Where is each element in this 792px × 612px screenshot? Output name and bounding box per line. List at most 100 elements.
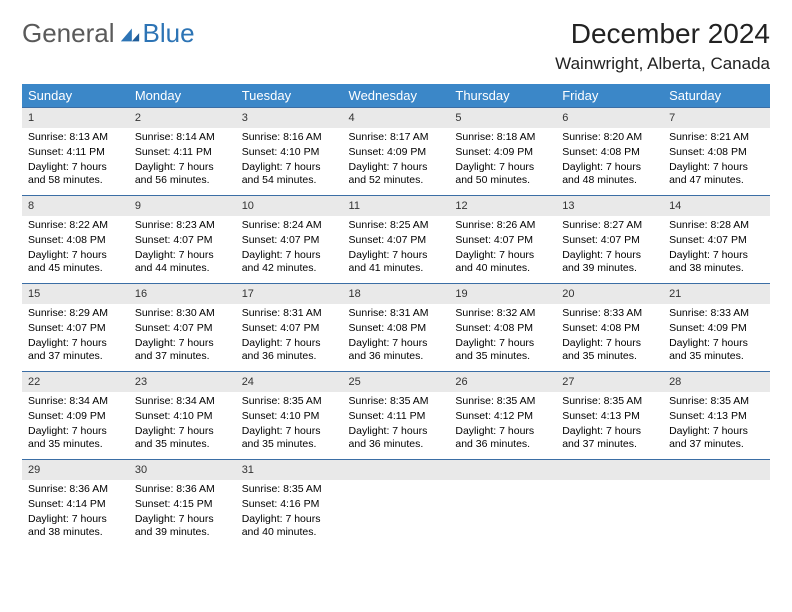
day-details: Sunrise: 8:35 AMSunset: 4:13 PMDaylight:… (663, 392, 770, 457)
daylight-text: Daylight: 7 hours and 37 minutes. (562, 425, 657, 452)
weekday-header: Monday (129, 84, 236, 108)
day-number: 20 (556, 284, 663, 304)
day-number: 13 (556, 196, 663, 216)
sunrise-text: Sunrise: 8:35 AM (455, 395, 550, 409)
day-number: 31 (236, 460, 343, 480)
calendar-day-cell: 31Sunrise: 8:35 AMSunset: 4:16 PMDayligh… (236, 460, 343, 548)
calendar-day-cell: 15Sunrise: 8:29 AMSunset: 4:07 PMDayligh… (22, 284, 129, 372)
sunset-text: Sunset: 4:07 PM (562, 234, 657, 248)
calendar-day-cell: 5Sunrise: 8:18 AMSunset: 4:09 PMDaylight… (449, 108, 556, 196)
day-details: Sunrise: 8:23 AMSunset: 4:07 PMDaylight:… (129, 216, 236, 281)
day-details: Sunrise: 8:13 AMSunset: 4:11 PMDaylight:… (22, 128, 129, 193)
day-number: 19 (449, 284, 556, 304)
sunset-text: Sunset: 4:07 PM (669, 234, 764, 248)
daylight-text: Daylight: 7 hours and 35 minutes. (135, 425, 230, 452)
sunrise-text: Sunrise: 8:25 AM (349, 219, 444, 233)
calendar-week-row: 29Sunrise: 8:36 AMSunset: 4:14 PMDayligh… (22, 460, 770, 548)
daylight-text: Daylight: 7 hours and 45 minutes. (28, 249, 123, 276)
calendar-week-row: 8Sunrise: 8:22 AMSunset: 4:08 PMDaylight… (22, 196, 770, 284)
day-details: Sunrise: 8:36 AMSunset: 4:14 PMDaylight:… (22, 480, 129, 545)
sunset-text: Sunset: 4:07 PM (28, 322, 123, 336)
day-number: 24 (236, 372, 343, 392)
sunrise-text: Sunrise: 8:24 AM (242, 219, 337, 233)
day-details: Sunrise: 8:24 AMSunset: 4:07 PMDaylight:… (236, 216, 343, 281)
sunrise-text: Sunrise: 8:34 AM (135, 395, 230, 409)
calendar-day-cell: 6Sunrise: 8:20 AMSunset: 4:08 PMDaylight… (556, 108, 663, 196)
day-details: Sunrise: 8:31 AMSunset: 4:07 PMDaylight:… (236, 304, 343, 369)
day-number: 17 (236, 284, 343, 304)
daylight-text: Daylight: 7 hours and 41 minutes. (349, 249, 444, 276)
daylight-text: Daylight: 7 hours and 39 minutes. (562, 249, 657, 276)
day-number-empty (663, 460, 770, 480)
day-number: 16 (129, 284, 236, 304)
calendar-day-cell: 29Sunrise: 8:36 AMSunset: 4:14 PMDayligh… (22, 460, 129, 548)
calendar-day-cell: 26Sunrise: 8:35 AMSunset: 4:12 PMDayligh… (449, 372, 556, 460)
calendar-day-cell: 17Sunrise: 8:31 AMSunset: 4:07 PMDayligh… (236, 284, 343, 372)
sunset-text: Sunset: 4:07 PM (455, 234, 550, 248)
day-number: 2 (129, 108, 236, 128)
calendar-day-cell: 20Sunrise: 8:33 AMSunset: 4:08 PMDayligh… (556, 284, 663, 372)
day-details: Sunrise: 8:33 AMSunset: 4:09 PMDaylight:… (663, 304, 770, 369)
sunset-text: Sunset: 4:10 PM (242, 146, 337, 160)
calendar-day-cell: 10Sunrise: 8:24 AMSunset: 4:07 PMDayligh… (236, 196, 343, 284)
sunset-text: Sunset: 4:09 PM (28, 410, 123, 424)
sunrise-text: Sunrise: 8:35 AM (562, 395, 657, 409)
sunrise-text: Sunrise: 8:35 AM (669, 395, 764, 409)
daylight-text: Daylight: 7 hours and 40 minutes. (455, 249, 550, 276)
calendar-day-cell: 1Sunrise: 8:13 AMSunset: 4:11 PMDaylight… (22, 108, 129, 196)
sunrise-text: Sunrise: 8:26 AM (455, 219, 550, 233)
sunset-text: Sunset: 4:07 PM (135, 234, 230, 248)
day-number: 5 (449, 108, 556, 128)
day-number: 6 (556, 108, 663, 128)
day-number-empty (343, 460, 450, 480)
daylight-text: Daylight: 7 hours and 35 minutes. (669, 337, 764, 364)
day-details: Sunrise: 8:14 AMSunset: 4:11 PMDaylight:… (129, 128, 236, 193)
sunrise-text: Sunrise: 8:21 AM (669, 131, 764, 145)
sunrise-text: Sunrise: 8:31 AM (242, 307, 337, 321)
sunrise-text: Sunrise: 8:33 AM (562, 307, 657, 321)
day-details: Sunrise: 8:18 AMSunset: 4:09 PMDaylight:… (449, 128, 556, 193)
page-title: December 2024 (555, 18, 770, 50)
calendar-day-cell (343, 460, 450, 548)
daylight-text: Daylight: 7 hours and 35 minutes. (455, 337, 550, 364)
sunrise-text: Sunrise: 8:36 AM (28, 483, 123, 497)
calendar-day-cell: 12Sunrise: 8:26 AMSunset: 4:07 PMDayligh… (449, 196, 556, 284)
weekday-header: Sunday (22, 84, 129, 108)
day-details: Sunrise: 8:36 AMSunset: 4:15 PMDaylight:… (129, 480, 236, 545)
sunset-text: Sunset: 4:07 PM (135, 322, 230, 336)
calendar-week-row: 1Sunrise: 8:13 AMSunset: 4:11 PMDaylight… (22, 108, 770, 196)
daylight-text: Daylight: 7 hours and 54 minutes. (242, 161, 337, 188)
calendar-day-cell: 16Sunrise: 8:30 AMSunset: 4:07 PMDayligh… (129, 284, 236, 372)
day-details: Sunrise: 8:35 AMSunset: 4:11 PMDaylight:… (343, 392, 450, 457)
sunrise-text: Sunrise: 8:30 AM (135, 307, 230, 321)
day-details: Sunrise: 8:35 AMSunset: 4:16 PMDaylight:… (236, 480, 343, 545)
sunset-text: Sunset: 4:08 PM (28, 234, 123, 248)
day-number: 23 (129, 372, 236, 392)
sunset-text: Sunset: 4:14 PM (28, 498, 123, 512)
calendar-day-cell: 28Sunrise: 8:35 AMSunset: 4:13 PMDayligh… (663, 372, 770, 460)
brand-logo: General Blue (22, 18, 195, 49)
day-number: 25 (343, 372, 450, 392)
daylight-text: Daylight: 7 hours and 35 minutes. (28, 425, 123, 452)
weekday-header-row: Sunday Monday Tuesday Wednesday Thursday… (22, 84, 770, 108)
day-number: 27 (556, 372, 663, 392)
calendar-day-cell: 13Sunrise: 8:27 AMSunset: 4:07 PMDayligh… (556, 196, 663, 284)
sunrise-text: Sunrise: 8:13 AM (28, 131, 123, 145)
calendar-day-cell: 8Sunrise: 8:22 AMSunset: 4:08 PMDaylight… (22, 196, 129, 284)
calendar-day-cell: 22Sunrise: 8:34 AMSunset: 4:09 PMDayligh… (22, 372, 129, 460)
calendar-week-row: 22Sunrise: 8:34 AMSunset: 4:09 PMDayligh… (22, 372, 770, 460)
day-details: Sunrise: 8:17 AMSunset: 4:09 PMDaylight:… (343, 128, 450, 193)
day-details: Sunrise: 8:32 AMSunset: 4:08 PMDaylight:… (449, 304, 556, 369)
sunrise-text: Sunrise: 8:17 AM (349, 131, 444, 145)
sunset-text: Sunset: 4:08 PM (669, 146, 764, 160)
day-details: Sunrise: 8:31 AMSunset: 4:08 PMDaylight:… (343, 304, 450, 369)
daylight-text: Daylight: 7 hours and 35 minutes. (562, 337, 657, 364)
day-details: Sunrise: 8:26 AMSunset: 4:07 PMDaylight:… (449, 216, 556, 281)
daylight-text: Daylight: 7 hours and 58 minutes. (28, 161, 123, 188)
location-label: Wainwright, Alberta, Canada (555, 54, 770, 74)
weekday-header: Tuesday (236, 84, 343, 108)
sunrise-text: Sunrise: 8:14 AM (135, 131, 230, 145)
calendar-day-cell: 2Sunrise: 8:14 AMSunset: 4:11 PMDaylight… (129, 108, 236, 196)
day-number: 12 (449, 196, 556, 216)
day-number: 11 (343, 196, 450, 216)
